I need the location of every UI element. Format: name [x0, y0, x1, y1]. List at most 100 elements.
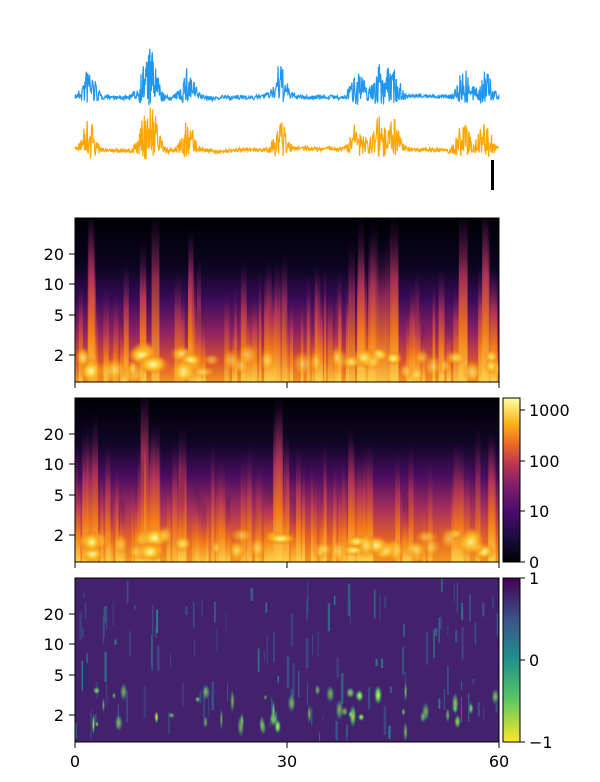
coherence-blob: [95, 721, 99, 728]
spectrogram-streak: [240, 265, 246, 382]
coherence-streak: [453, 584, 455, 604]
coherence-blob: [357, 713, 365, 722]
coherence-blob: [454, 714, 461, 729]
coherence-streak: [182, 683, 184, 707]
spectrogram-streak: [412, 280, 416, 382]
coherence-streak: [477, 702, 480, 717]
spectrogram-streak: [104, 303, 108, 382]
coherence-blob: [259, 715, 265, 734]
coherence-blob: [91, 712, 95, 736]
spectrogram-streak: [441, 277, 444, 382]
spectrogram-streak: [274, 259, 281, 382]
coherence-streak: [90, 710, 92, 740]
coherence-streak: [151, 649, 154, 671]
spectrogram-streak: [264, 478, 268, 562]
spectrogram-streak: [311, 315, 315, 382]
ytick-label: 2: [54, 346, 64, 365]
spectrogram-streak: [215, 457, 222, 562]
spectrogram-blob: [236, 342, 260, 367]
colorbar-tick-label: 1000: [529, 401, 570, 420]
spectrogram-2-streaks: [75, 398, 499, 562]
coherence-streak: [185, 606, 188, 616]
coherence-streak: [349, 599, 351, 624]
coherence-streak: [152, 605, 154, 636]
coherence-streak: [497, 612, 499, 635]
spectrogram-blob: [311, 540, 336, 559]
spectrogram-streak: [343, 462, 347, 562]
ytick-label: 10: [44, 275, 64, 294]
coherence-streak: [460, 696, 462, 723]
blue-trace-line: [74, 48, 500, 106]
coherence-streak: [374, 589, 376, 619]
coherence-streak: [102, 616, 104, 644]
spectrogram-streak: [301, 460, 305, 562]
spectrogram-streak: [151, 218, 160, 382]
ytick-label: 10: [44, 455, 64, 474]
coherence-streak: [345, 726, 348, 742]
coherence-blob: [335, 698, 344, 721]
coherence-streak: [327, 603, 330, 632]
xtick-label: 60: [489, 752, 509, 771]
spectrogram-blob: [248, 536, 267, 560]
spectrogram-streak: [333, 457, 337, 562]
coherence-streak: [265, 602, 268, 613]
coherence-streak: [495, 703, 498, 713]
coherence-streak: [482, 706, 485, 720]
spectrogram-streak: [255, 458, 262, 562]
coherence-blob: [401, 707, 406, 717]
ytick-label: 2: [54, 526, 64, 545]
spectrogram-blob: [444, 349, 467, 366]
coherence-streak: [201, 599, 203, 617]
colorbar-tick-label: −1: [529, 733, 553, 752]
xtick-label: 30: [277, 752, 297, 771]
coherence-streak: [388, 725, 391, 739]
colorbar-inferno: 1000 100 10 0: [502, 397, 570, 572]
ytick-label: 20: [44, 245, 64, 264]
coherence-streak: [347, 583, 351, 616]
spectrogram-streak: [195, 302, 201, 382]
colorbar-viridis: 1 0 −1: [502, 569, 553, 752]
coherence-blob: [468, 702, 474, 715]
spectrogram-streak: [338, 467, 342, 562]
coherence-streak: [482, 602, 485, 617]
coherence-streak: [306, 598, 308, 621]
spectrogram-streak: [172, 437, 177, 562]
spectrogram-streak: [222, 464, 226, 562]
colorbar-tick-label: 0: [529, 651, 539, 670]
coherence-blob: [168, 712, 175, 719]
coherence-streak: [312, 634, 314, 655]
coherence-streak: [75, 723, 77, 739]
coherence-blob: [230, 689, 235, 713]
spectrogram-streak: [189, 227, 194, 382]
spectrogram-streak: [264, 268, 269, 382]
spectrogram-blob: [103, 356, 128, 382]
spectrogram-blob: [170, 358, 198, 382]
spectrogram-streak: [385, 232, 393, 382]
spectrogram-streak: [395, 451, 400, 562]
coherence-streak: [84, 602, 87, 619]
spectrogram-blob: [331, 345, 343, 369]
spectrogram-streak: [234, 281, 237, 382]
ytick-label: 2: [54, 706, 64, 725]
spectrogram-streak: [490, 268, 498, 382]
spectrogram-panel-2: 20 10 5 2 1000 100 10 0: [44, 397, 570, 572]
coherence-streak: [402, 647, 405, 676]
spectrogram-streak: [120, 496, 126, 562]
coherence-blob: [314, 684, 321, 696]
coherence-streak: [311, 707, 313, 725]
coherence-blob: [274, 718, 282, 735]
coherence-streak: [105, 605, 108, 630]
spectrogram-blob: [402, 539, 429, 559]
coherence-streak: [156, 609, 159, 634]
ytick-label: 5: [54, 486, 64, 505]
spectrogram-streak: [247, 444, 252, 562]
spectrogram-streak: [453, 280, 459, 382]
orange-trace-line: [74, 107, 500, 160]
coherence-streak: [403, 623, 405, 637]
trace-panel: [74, 48, 500, 190]
spectrogram-streak: [113, 289, 119, 382]
spectrogram-streak: [240, 452, 247, 562]
coherence-blob: [491, 688, 499, 705]
coherence-blob: [355, 689, 364, 702]
spectrogram-streak: [92, 411, 98, 562]
